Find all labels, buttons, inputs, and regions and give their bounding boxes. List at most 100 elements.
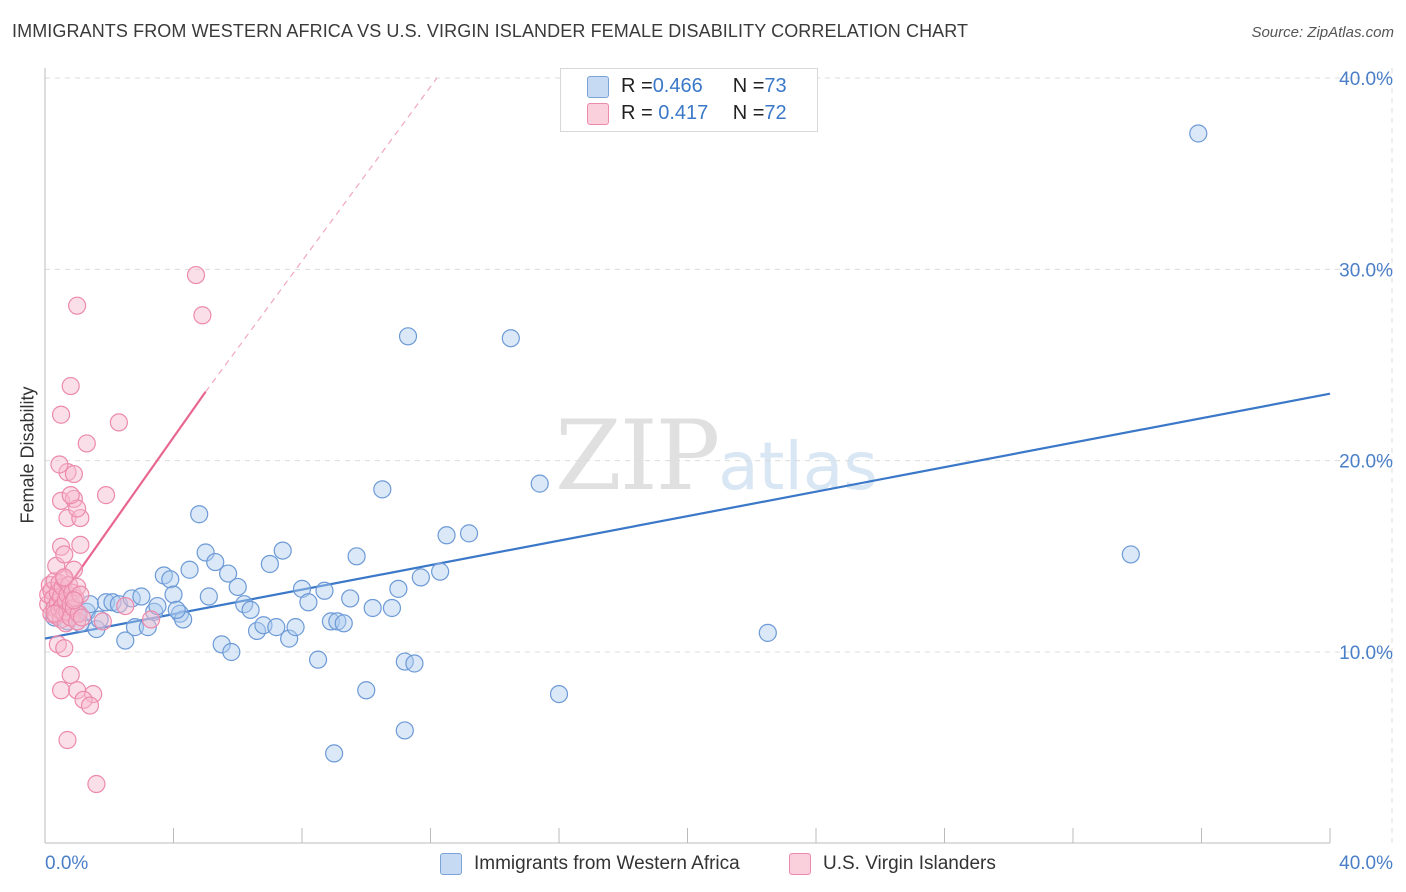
point-western-africa [174, 610, 193, 629]
watermark-atlas: atlas [718, 428, 878, 505]
point-western-africa [530, 474, 549, 493]
legend-n-label: N = [732, 102, 765, 124]
point-western-africa [1121, 545, 1140, 564]
point-western-africa [228, 577, 247, 597]
point-western-africa [1189, 124, 1208, 143]
point-western-africa [180, 560, 199, 579]
point-western-africa [405, 654, 424, 673]
point-virgin-islanders [64, 464, 84, 484]
point-western-africa [90, 610, 109, 629]
point-virgin-islanders [55, 568, 74, 587]
trend-extension-virgin-islanders [205, 77, 438, 393]
point-western-africa [357, 681, 376, 700]
point-western-africa [190, 505, 209, 524]
point-virgin-islanders [61, 665, 80, 685]
point-western-africa [161, 570, 180, 589]
point-virgin-islanders [58, 508, 77, 528]
point-western-africa [501, 329, 520, 348]
point-virgin-islanders [77, 434, 96, 453]
point-western-africa [222, 642, 241, 662]
legend-swatch-pink [587, 102, 609, 125]
y-tick-label: 30.0% [1339, 260, 1393, 281]
point-western-africa [206, 552, 225, 572]
legend-r-value: 0.417 [652, 102, 709, 124]
bottom-legend-western-africa: Immigrants from Western Africa [440, 851, 740, 877]
point-western-africa [382, 598, 402, 618]
legend-r-label: R = [621, 75, 653, 97]
point-western-africa [459, 524, 479, 543]
point-western-africa [241, 600, 260, 620]
point-virgin-islanders [71, 508, 90, 528]
point-virgin-islanders [80, 696, 100, 715]
legend-n-label: N = [732, 75, 765, 97]
legend-row-virgin-islanders: R = 0.417 N = 72 [561, 100, 787, 127]
point-virgin-islanders [109, 413, 128, 432]
point-western-africa [373, 480, 392, 499]
legend-n-value: 73 [764, 75, 787, 97]
point-virgin-islanders [55, 545, 74, 564]
bottom-legend-label: U.S. Virgin Islanders [823, 853, 996, 874]
point-western-africa [212, 635, 231, 654]
data-points [39, 124, 1208, 794]
point-western-africa [280, 629, 299, 648]
x-tick-label-right: 40.0% [1339, 853, 1393, 874]
point-western-africa [167, 600, 186, 620]
point-western-africa [395, 721, 414, 740]
point-western-africa [411, 568, 430, 587]
point-western-africa [363, 598, 382, 618]
point-western-africa [273, 541, 292, 560]
point-western-africa [437, 526, 456, 545]
point-western-africa [347, 547, 366, 566]
point-virgin-islanders [45, 604, 64, 623]
point-western-africa [219, 564, 238, 583]
chart-title: IMMIGRANTS FROM WESTERN AFRICA VS U.S. V… [12, 21, 969, 41]
watermark: ZIPatlas [555, 400, 878, 512]
point-virgin-islanders [55, 639, 74, 658]
point-virgin-islanders [51, 681, 71, 700]
legend: R = 0.466 N = 73 R = 0.417 N = 72 [560, 68, 818, 132]
legend-r-label: R = [621, 102, 653, 124]
point-western-africa [431, 562, 450, 581]
source-label: Source: ZipAtlas.com [1251, 24, 1394, 41]
trend-line-western-africa [44, 392, 1331, 640]
point-virgin-islanders [64, 560, 84, 579]
point-western-africa [389, 579, 408, 598]
point-western-africa [260, 554, 279, 574]
y-tick-label: 10.0% [1339, 643, 1393, 664]
point-western-africa [196, 543, 215, 562]
point-western-africa [341, 589, 360, 608]
x-tick-label-left: 0.0% [45, 853, 88, 874]
point-virgin-islanders [64, 591, 84, 610]
bottom-legend-virgin-islanders: U.S. Virgin Islanders [789, 851, 996, 877]
point-virgin-islanders [58, 730, 77, 750]
point-western-africa [758, 623, 777, 642]
point-western-africa [267, 618, 286, 637]
point-virgin-islanders [87, 774, 106, 794]
point-virgin-islanders [141, 610, 161, 629]
legend-row-western-africa: R = 0.466 N = 73 [561, 73, 787, 100]
point-western-africa [125, 618, 145, 637]
point-western-africa [116, 631, 135, 650]
axis-tick-labels: 10.0% 20.0% 30.0% 40.0% 0.0% 40.0% [45, 69, 1393, 874]
point-western-africa [334, 614, 353, 633]
point-western-africa [549, 684, 569, 704]
point-virgin-islanders [84, 684, 103, 704]
point-western-africa [308, 650, 328, 669]
axes [44, 68, 1331, 844]
point-virgin-islanders [51, 405, 71, 424]
legend-n-value: 72 [764, 102, 787, 124]
point-western-africa [328, 612, 347, 631]
legend-r-value: 0.466 [652, 75, 703, 97]
point-virgin-islanders [71, 535, 90, 554]
point-western-africa [164, 585, 183, 604]
bottom-legend-swatch-pink [789, 853, 811, 875]
point-western-africa [286, 618, 305, 637]
point-virgin-islanders [72, 608, 92, 627]
y-tick-label: 40.0% [1339, 69, 1393, 90]
point-western-africa [315, 581, 334, 600]
point-virgin-islanders [61, 376, 80, 396]
point-virgin-islanders [193, 306, 212, 325]
point-western-africa [398, 327, 418, 346]
y-tick-label: 20.0% [1339, 452, 1393, 473]
